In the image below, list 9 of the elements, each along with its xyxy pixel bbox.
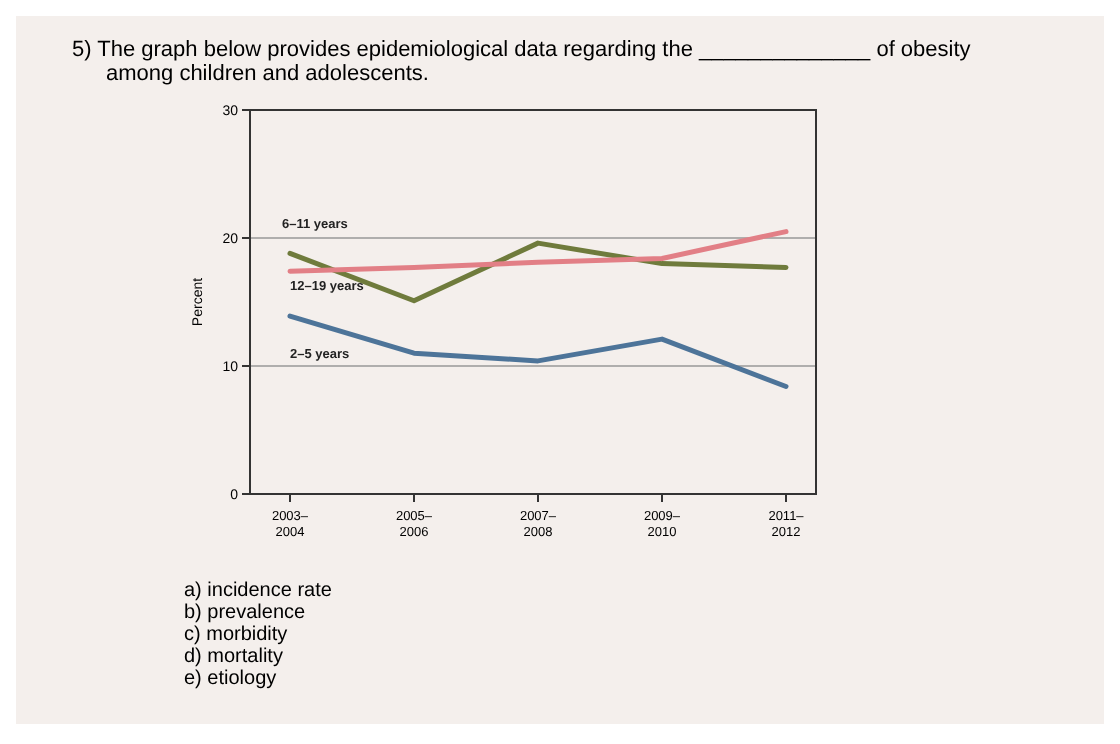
text: e) etiology: [184, 668, 277, 690]
line-series: [287, 240, 789, 304]
text: a) incidence rate: [184, 580, 333, 602]
chart-title: 5) The graph below provides epidemiological data regarding the ______________ of obesity among children and adolescents.: [72, 38, 972, 86]
line-series: [287, 229, 789, 274]
text: c) morbidity: [184, 624, 288, 646]
line-series: [287, 313, 789, 389]
text: b) prevalence: [184, 602, 307, 624]
text: d) mortality: [184, 646, 283, 668]
